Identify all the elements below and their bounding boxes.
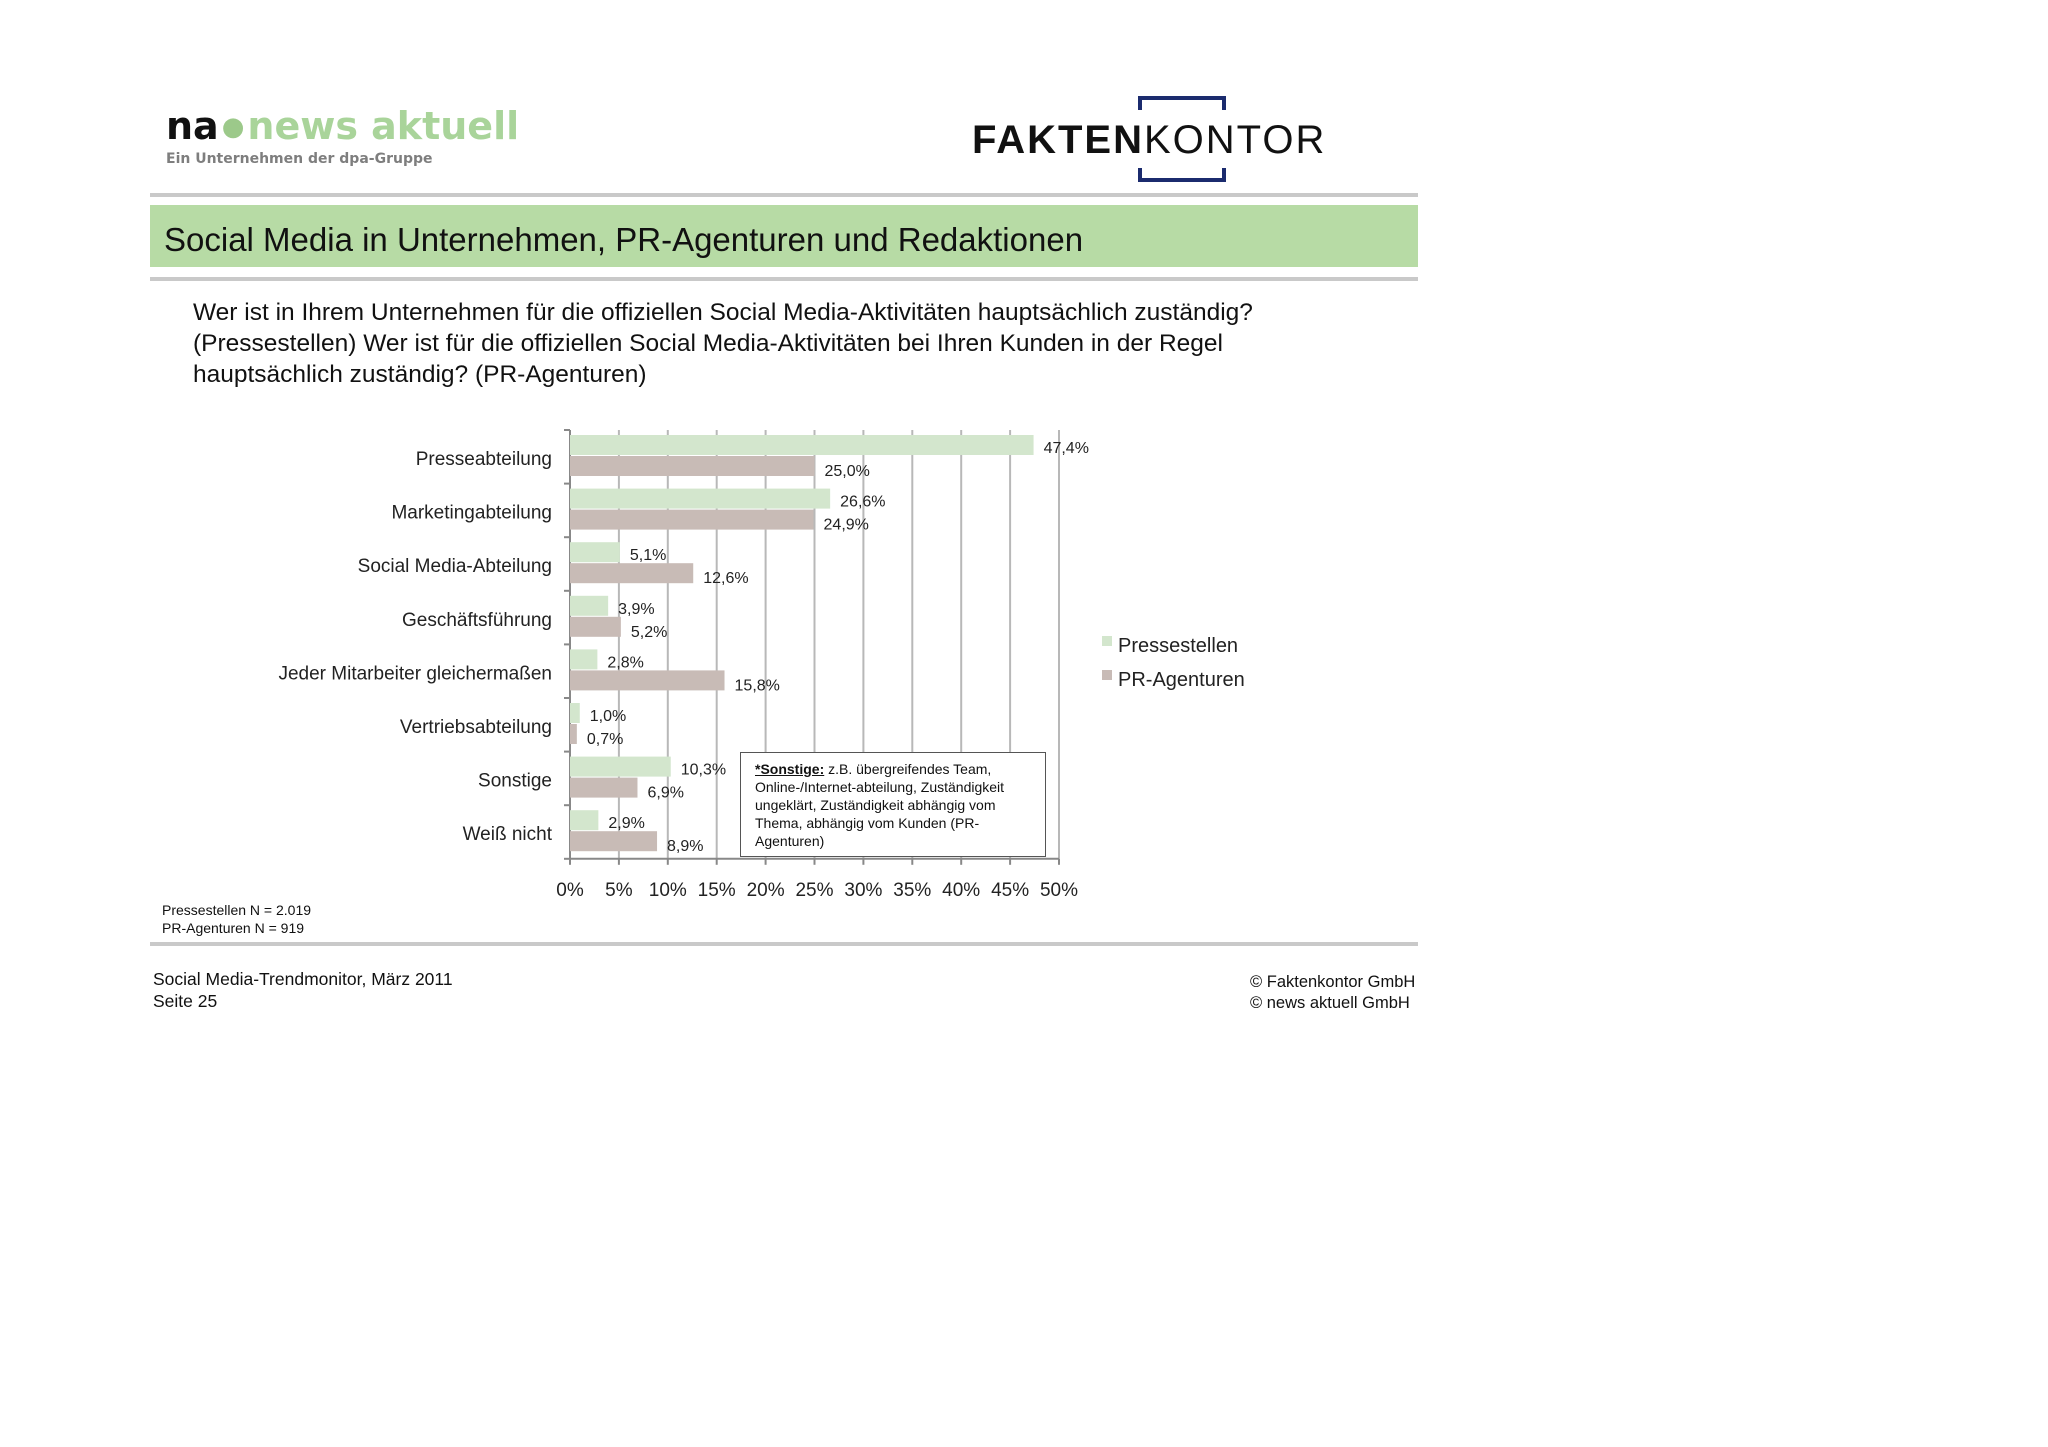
survey-question: Wer ist in Ihrem Unternehmen für die off…	[193, 297, 1373, 390]
bar-pr-agenturen	[570, 456, 815, 476]
news-aktuell-logo: na ●news aktuell Ein Unternehmen der dpa-…	[166, 104, 519, 167]
news-aktuell-dot: ●	[221, 112, 245, 142]
bar-pressestellen	[570, 703, 580, 723]
x-tick-label: 45%	[991, 880, 1029, 901]
data-label-pr-agenturen: 24,9%	[824, 517, 869, 534]
category-label: Vertriebsabteilung	[400, 717, 552, 738]
x-tick-label: 10%	[649, 880, 687, 901]
x-tick-label: 5%	[605, 880, 633, 901]
sonstige-note: *Sonstige: z.B. übergreifendes Team, Onl…	[740, 752, 1046, 857]
footer-rule	[150, 942, 1418, 946]
bar-pr-agenturen	[570, 831, 658, 852]
footer-page-number: Seite 25	[153, 991, 218, 1011]
data-label-pr-agenturen: 5,2%	[631, 624, 667, 641]
data-label-pressestellen: 2,9%	[608, 815, 644, 832]
bar-pressestellen	[570, 810, 599, 831]
data-label-pr-agenturen: 6,9%	[647, 785, 683, 802]
copyright-news-aktuell: © news aktuell GmbH	[1250, 994, 1410, 1012]
faktenkontor-bracket-top	[1138, 96, 1226, 110]
note-highlight: *Sonstige:	[755, 761, 825, 777]
data-label-pressestellen: 1,0%	[590, 708, 626, 725]
category-label: Geschäftsführung	[402, 610, 552, 631]
data-label-pr-agenturen: 0,7%	[587, 731, 623, 748]
faktenkontor-wordmark: FAKTENKONTOR	[972, 118, 1326, 162]
title-bar: Social Media in Unternehmen, PR-Agenture…	[150, 205, 1418, 267]
category-label: Social Media-Abteilung	[358, 556, 552, 577]
bar-pr-agenturen	[570, 724, 577, 744]
question-line: (Pressestellen) Wer ist für die offiziel…	[193, 330, 1223, 357]
data-label-pressestellen: 5,1%	[630, 547, 666, 564]
question-line: Wer ist in Ihrem Unternehmen für die off…	[193, 299, 1253, 326]
faktenkontor-bracket-bottom	[1138, 168, 1226, 182]
note-text: z.B. übergreifendes Team, Online-/Intern…	[755, 761, 1005, 849]
footer-report-title: Social Media-Trendmonitor, März 2011	[153, 969, 453, 989]
copyright-faktenkontor: © Faktenkontor GmbH	[1250, 973, 1416, 991]
bar-pressestellen	[570, 435, 1034, 455]
category-label: Weiß nicht	[463, 824, 553, 845]
header-rule-bottom	[150, 277, 1418, 281]
data-label-pr-agenturen: 15,8%	[735, 677, 780, 694]
faktenkontor-logo: FAKTENKONTOR	[968, 96, 1388, 182]
page-title: Social Media in Unternehmen, PR-Agenture…	[164, 221, 1084, 258]
category-label: Jeder Mitarbeiter gleichermaßen	[278, 663, 552, 684]
data-label-pressestellen: 10,3%	[681, 762, 726, 779]
sample-sizes: Pressestellen N = 2.019 PR-Agenturen N =…	[162, 901, 311, 937]
data-label-pressestellen: 47,4%	[1044, 440, 1089, 457]
data-label-pr-agenturen: 12,6%	[703, 570, 748, 587]
bar-chart: 0% 5% 10% 15% 20% 25% 30% 35% 40% 45% 50% Presseabt…	[278, 429, 1245, 901]
data-label-pressestellen: 3,9%	[618, 601, 654, 618]
news-aktuell-name: news aktuell	[247, 104, 520, 148]
footer-right: © Faktenkontor GmbH © news aktuell GmbH	[1250, 972, 1415, 1014]
sample-size-pr-agenturen: PR-Agenturen N = 919	[162, 920, 305, 936]
bar-pr-agenturen	[570, 509, 814, 530]
data-label-pr-agenturen: 25,0%	[825, 463, 870, 480]
category-label: Presseabteilung	[416, 449, 552, 470]
bar-pressestellen	[570, 595, 609, 616]
x-tick-label: 50%	[1040, 880, 1078, 901]
bar-pressestellen	[570, 649, 598, 670]
bar-pr-agenturen	[570, 563, 694, 584]
x-tick-label: 15%	[698, 880, 736, 901]
x-tick-label: 25%	[795, 880, 833, 901]
data-label-pr-agenturen: 8,9%	[667, 838, 703, 855]
sample-size-pressestellen: Pressestellen N = 2.019	[162, 902, 312, 918]
legend-swatch	[1102, 670, 1112, 680]
x-tick-label: 35%	[893, 880, 931, 901]
category-label: Marketingabteilung	[391, 503, 552, 524]
bar-pressestellen	[570, 756, 671, 777]
bar-pr-agenturen	[570, 777, 638, 798]
bar-pr-agenturen	[570, 616, 621, 637]
bar-pressestellen	[570, 488, 831, 509]
x-tick-label: 0%	[556, 880, 584, 901]
legend-label: PR-Agenturen	[1118, 669, 1245, 691]
footer-left: Social Media-Trendmonitor, März 2011 Sei…	[153, 968, 453, 1012]
data-label-pressestellen: 2,8%	[607, 654, 643, 671]
news-aktuell-tagline: Ein Unternehmen der dpa-Gruppe	[166, 151, 433, 167]
faktenkontor-fakten: FAKTEN	[972, 118, 1144, 162]
news-aktuell-na: na	[166, 104, 219, 148]
bar-pressestellen	[570, 542, 620, 563]
question-line: hauptsächlich zuständig? (PR-Agenturen)	[193, 361, 647, 388]
faktenkontor-kontor: KONTOR	[1144, 118, 1327, 162]
legend-label: Pressestellen	[1118, 635, 1238, 657]
x-tick-label: 30%	[844, 880, 882, 901]
x-tick-label: 40%	[942, 880, 980, 901]
category-label: Sonstige	[478, 771, 552, 792]
bar-pr-agenturen	[570, 670, 725, 691]
legend-swatch	[1102, 636, 1112, 646]
header-rule-top	[150, 193, 1418, 197]
data-label-pressestellen: 26,6%	[840, 494, 885, 511]
x-tick-label: 20%	[747, 880, 785, 901]
news-aktuell-wordmark: na ●news aktuell	[166, 104, 519, 149]
